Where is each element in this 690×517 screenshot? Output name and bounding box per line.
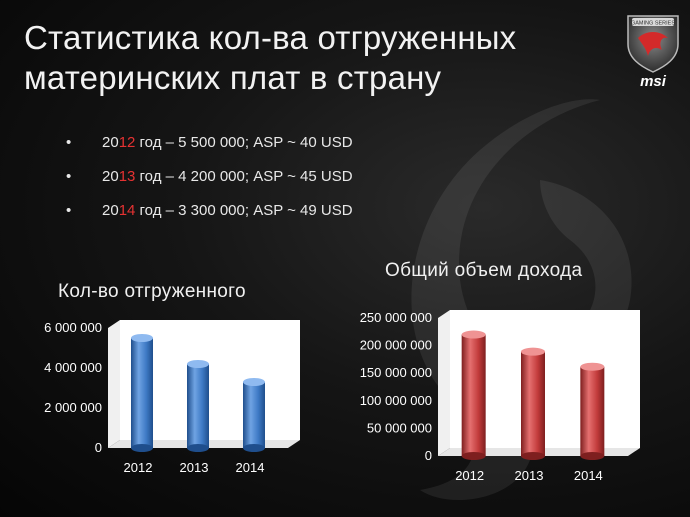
revenue-bar-chart: 0 50 000 000 100 000 000 150 000 000 200 000…: [360, 310, 640, 483]
logo-text: msi: [640, 73, 667, 90]
year-prefix: 20: [102, 202, 119, 219]
bullet-text: год – 4 200 000; ASP ~ 45 USD: [135, 168, 353, 185]
bullet-icon: •: [66, 134, 72, 151]
y-tick-label: 250 000 000: [360, 310, 432, 325]
bullet-text: год – 3 300 000; ASP ~ 49 USD: [135, 202, 353, 219]
bar-base: [187, 444, 209, 452]
x-tick-label: 2013: [515, 468, 544, 483]
chart-title-shipments: Кол-во отгруженного: [58, 281, 246, 302]
year-prefix: 20: [102, 134, 119, 151]
x-tick-label: 2014: [236, 460, 265, 475]
bullet-text: год – 5 500 000; ASP ~ 40 USD: [135, 134, 353, 151]
bar: [187, 364, 209, 448]
bullet-icon: •: [66, 202, 72, 219]
title-line-2: материнских плат в страну: [24, 59, 442, 96]
bar-cap: [580, 362, 605, 371]
msi-logo: GAMING SERIES msi: [627, 15, 679, 90]
logo-badge-text: GAMING SERIES: [631, 21, 675, 27]
shipments-bar-chart: 0 2 000 000 4 000 000 6 000 000 2012 2013 2014: [44, 320, 300, 475]
y-tick-label: 0: [95, 440, 102, 455]
bar: [461, 334, 486, 456]
bar-base: [521, 452, 545, 460]
chart-title-revenue: Общий объем дохода: [385, 260, 583, 281]
y-tick-label: 2 000 000: [44, 400, 102, 415]
y-tick-label: 150 000 000: [360, 365, 432, 380]
slide-title: Статистика кол-ва отгруженных матерински…: [24, 18, 584, 98]
bar-cap: [461, 330, 486, 339]
bar-cap: [131, 334, 153, 342]
bar: [521, 351, 545, 456]
y-tick-label: 100 000 000: [360, 393, 432, 408]
year-suffix: 13: [118, 168, 136, 185]
x-tick-label: 2012: [124, 460, 153, 475]
bar-base: [243, 444, 265, 452]
bar: [580, 366, 605, 456]
bar: [131, 338, 153, 448]
x-tick-label: 2012: [455, 468, 484, 483]
bar-base: [131, 444, 153, 452]
y-tick-label: 6 000 000: [44, 320, 102, 335]
x-tick-label: 2014: [574, 468, 603, 483]
plot-side-wall: [108, 320, 120, 448]
list-item: • 2012 год – 5 500 000; ASP ~ 40 USD: [66, 132, 353, 166]
bar-cap: [521, 347, 545, 356]
y-tick-label: 4 000 000: [44, 360, 102, 375]
bullet-list: • 2012 год – 5 500 000; ASP ~ 40 USD • 201…: [66, 132, 353, 234]
year-prefix: 20: [102, 168, 119, 185]
list-item: • 2013 год – 4 200 000; ASP ~ 45 USD: [66, 166, 353, 200]
bar-base: [580, 452, 605, 460]
y-tick-label: 50 000 000: [367, 420, 432, 435]
x-tick-label: 2013: [180, 460, 209, 475]
plot-side-wall: [438, 310, 450, 456]
bar: [243, 382, 265, 448]
year-suffix: 14: [118, 202, 136, 219]
list-item: • 2014 год – 3 300 000; ASP ~ 49 USD: [66, 200, 353, 234]
bar-cap: [243, 378, 265, 386]
bar-base: [461, 452, 486, 460]
bar-cap: [187, 360, 209, 368]
title-line-1: Статистика кол-ва отгруженных: [24, 19, 517, 56]
year-suffix: 12: [118, 134, 136, 151]
y-tick-label: 200 000 000: [360, 338, 432, 353]
bullet-icon: •: [66, 168, 72, 185]
y-tick-label: 0: [425, 448, 432, 463]
